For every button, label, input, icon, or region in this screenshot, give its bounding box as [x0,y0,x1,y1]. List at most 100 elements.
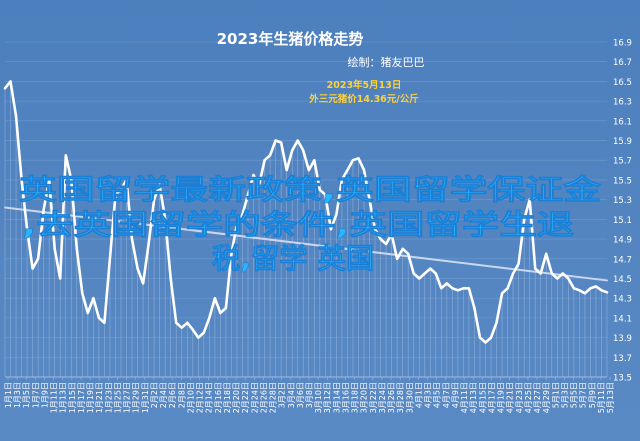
x-tick-label: 1月25日 [113,382,122,413]
x-tick-label: 3月22日 [369,382,378,413]
y-tick-labels: 16.9 16.7 16.5 16.3 16.1 15.9 15.7 15.5 15.3 15.1… [613,39,632,384]
y-tick-label: 14.7 [613,255,632,265]
x-tick-label: 3月16日 [341,382,350,413]
x-tick-label: 3月14日 [332,382,341,413]
x-tick-label: 1月1日 [4,382,13,408]
y-tick-label: 15.7 [613,157,632,167]
y-tick-label: 14.3 [613,295,632,305]
x-tick-label: 2月28日 [269,382,278,413]
chart-title: 2023年生猪价格走势 [217,30,364,48]
x-tick-label: 5月9日 [588,382,597,408]
y-tick-label: 15.3 [613,196,632,206]
x-tick-label: 5月11日 [597,382,606,413]
x-tick-label: 4月7日 [442,382,451,408]
x-tick-label: 2月4日 [159,382,168,408]
x-tick-label: 4月17日 [487,382,496,413]
y-tick-label: 13.9 [613,334,632,344]
x-tick-label: 1月15日 [68,382,77,413]
y-tick-label: 16.1 [613,117,632,127]
x-tick-label: 2月26日 [259,382,268,413]
y-tick-label: 15.1 [613,216,632,226]
x-tick-label: 1月23日 [104,382,113,413]
series-line [3,80,609,344]
x-tick-label: 3月8日 [305,382,314,408]
x-tick-label: 4月13日 [469,382,478,413]
y-tick-label: 14.9 [613,236,632,246]
y-tick-label: 13.7 [613,354,632,364]
annotation-text: 外三元猪价14.36元/公斤 [308,93,419,105]
x-tick-label: 5月1日 [551,382,560,408]
x-tick-label: 1月17日 [77,382,86,413]
y-gridlines [5,41,607,378]
y-tick-label: 16.9 [613,39,632,49]
overlay-line-1: 英国留学最新政策,英国留学保证金 [19,173,602,206]
x-tick-label: 4月1日 [414,382,423,408]
x-tick-label: 1月9日 [40,382,49,408]
x-tick-label: 1月31日 [141,382,150,413]
x-tick-label: 2月6日 [168,382,177,408]
x-tick-label: 3月18日 [351,382,360,413]
x-tick-label: 2月18日 [223,382,232,413]
x-tick-label: 4月27日 [533,382,542,413]
overlay-line-3: 税,留学 英国 [212,242,374,275]
x-tick-label: 3月6日 [296,382,305,408]
x-tick-label: 3月2日 [278,382,287,408]
x-tick-labels: 1月1日 1月3日 1月5日 1月7日 1月9日 1月11日 1月13日 1月15日 1月17日… [4,377,615,413]
x-tick-label: 5月3日 [560,382,569,408]
x-tick-label: 3月28日 [396,382,405,413]
x-tick-label: 3月10日 [314,382,323,413]
x-tick-label: 3月24日 [378,382,387,413]
x-tick-label: 1月13日 [59,382,68,413]
chart-subtitle: 绘制：猪友巴巴 [348,55,425,69]
x-tick-label: 2月12日 [196,382,205,413]
x-tick-label: 2月10日 [186,382,195,413]
x-tick-label: 1月27日 [123,382,132,413]
y-tick-label: 16.7 [613,58,632,68]
x-tick-label: 4月19日 [497,382,506,413]
x-tick-label: 4月5日 [433,382,442,408]
x-tick-label: 1月29日 [132,382,141,413]
annotation-date: 2023年5月13日 [327,79,402,91]
x-tick-label: 3月4日 [287,382,296,408]
x-tick-label: 4月15日 [478,382,487,413]
x-tick-label: 1月5日 [22,382,31,408]
x-tick-label: 4月11日 [460,382,469,413]
overlay-line-2: ,去英国留学的条件,英国留学生退 [22,208,574,241]
y-tick-label: 15.5 [613,176,632,186]
x-tick-label: 1月21日 [95,382,104,413]
x-tick-label: 3月20日 [360,382,369,413]
x-tick-label: 3月26日 [387,382,396,413]
overlay-watermark: 英国留学最新政策,英国留学保证金 ,去英国留学的条件,英国留学生退 税,留学 英… [19,173,603,276]
y-tick-label: 15.9 [613,137,632,147]
x-tick-label: 2月24日 [250,382,259,413]
x-tick-label: 2月14日 [205,382,214,413]
x-tick-label: 4月3日 [424,382,433,408]
x-tick-label: 1月19日 [86,382,95,413]
drop-lines [4,81,608,377]
x-tick-label: 2月8日 [177,382,186,408]
x-tick-label: 4月29日 [542,382,551,413]
trend-line [4,206,608,282]
x-tick-label: 4月21日 [506,382,515,413]
y-tick-label: 13.5 [613,374,632,384]
x-tick-label: 4月9日 [451,382,460,408]
x-tick-label: 2月2日 [150,382,159,408]
x-tick-label: 3月12日 [323,382,332,413]
x-tick-label: 2月22日 [241,382,250,413]
x-tick-label: 1月11日 [50,382,59,413]
y-tick-label: 14.5 [613,275,632,285]
x-tick-label: 1月3日 [13,382,22,408]
x-tick-label: 3月30日 [405,382,414,413]
x-tick-label: 1月7日 [31,382,40,408]
x-tick-label: 2月16日 [214,382,223,413]
x-tick-label: 2月20日 [232,382,241,413]
y-tick-label: 14.1 [613,314,632,324]
y-tick-label: 16.3 [613,98,632,108]
y-tick-label: 16.5 [613,78,632,88]
x-tick-label: 5月5日 [570,382,579,408]
x-tick-label: 4月23日 [515,382,524,413]
x-tick-label: 4月25日 [524,382,533,413]
x-tick-label: 5月7日 [579,382,588,408]
x-tick-label: 5月13日 [606,382,615,413]
